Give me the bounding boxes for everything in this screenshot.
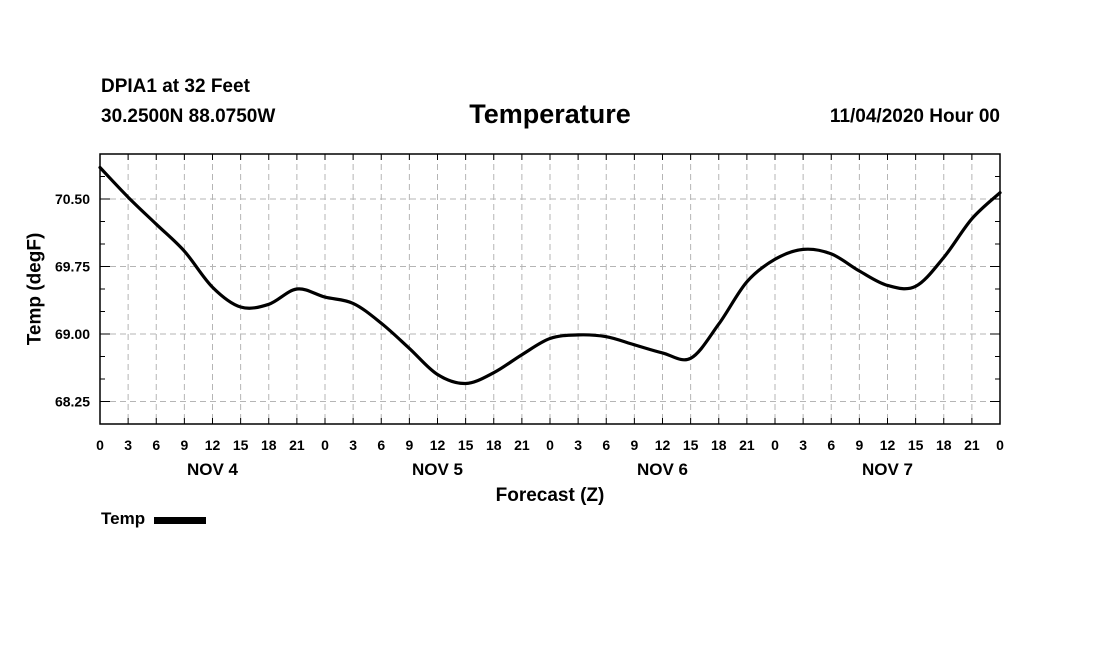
legend-swatch-temp (154, 517, 207, 524)
x-tick-label: 18 (486, 437, 502, 453)
x-tick-label: 6 (377, 437, 385, 453)
x-tick-label: 15 (683, 437, 699, 453)
x-tick-label: 3 (799, 437, 807, 453)
series-line-temp (98, 165, 1002, 386)
x-tick-label: 0 (771, 437, 779, 453)
x-tick-label: 0 (996, 437, 1004, 453)
x-tick-label: 12 (880, 437, 896, 453)
x-tick-label: 21 (964, 437, 980, 453)
x-tick-label: 6 (827, 437, 835, 453)
y-axis-title: Temp (degF) (25, 233, 46, 346)
series-layer (98, 165, 1002, 386)
x-tick-label: 9 (630, 437, 638, 453)
x-tick-label: 15 (233, 437, 249, 453)
day-label: NOV 5 (412, 460, 463, 479)
x-tick-label: 18 (711, 437, 727, 453)
x-tick-label: 18 (261, 437, 277, 453)
x-tick-label: 3 (349, 437, 357, 453)
legend-label-temp: Temp (101, 509, 146, 528)
y-tick-label: 69.00 (55, 326, 90, 342)
x-tick-label: 21 (289, 437, 305, 453)
x-tick-label: 9 (180, 437, 188, 453)
x-tick-label: 12 (655, 437, 671, 453)
x-tick-label: 12 (430, 437, 446, 453)
x-tick-label: 3 (124, 437, 132, 453)
x-tick-label: 0 (96, 437, 104, 453)
y-tick-label: 68.25 (55, 394, 90, 410)
issue-time-label: 11/04/2020 Hour 00 (829, 106, 1000, 127)
day-label: NOV 7 (862, 460, 913, 479)
x-tick-label: 3 (574, 437, 582, 453)
x-tick-label: 18 (936, 437, 952, 453)
station-label: DPIA1 at 32 Feet (101, 76, 250, 97)
x-tick-label: 0 (546, 437, 554, 453)
x-axis-title: Forecast (Z) (496, 485, 605, 506)
x-tick-label: 6 (152, 437, 160, 453)
day-label: NOV 4 (187, 460, 239, 479)
y-tick-label: 70.50 (55, 191, 90, 207)
x-tick-label: 21 (514, 437, 530, 453)
x-tick-label: 9 (855, 437, 863, 453)
x-tick-label: 0 (321, 437, 329, 453)
x-tick-label: 15 (458, 437, 474, 453)
grid-lines (100, 154, 1000, 424)
x-tick-label: 9 (405, 437, 413, 453)
chart-title: Temperature (469, 99, 631, 129)
y-tick-label: 69.75 (55, 259, 90, 275)
axis-labels: 0 3 6 9 12 15 18 21 0 3 6 9 12 15 18 21 0 3 6 9 12 15 18 21 0 3 6 9… (55, 191, 1004, 479)
coordinates-label: 30.2500N 88.0750W (101, 106, 276, 127)
x-tick-label: 12 (205, 437, 221, 453)
axis-ticks (99, 154, 1001, 424)
legend: Temp (101, 509, 207, 529)
x-tick-label: 6 (602, 437, 610, 453)
day-label: NOV 6 (637, 460, 688, 479)
x-tick-label: 21 (739, 437, 755, 453)
x-tick-label: 15 (908, 437, 924, 453)
